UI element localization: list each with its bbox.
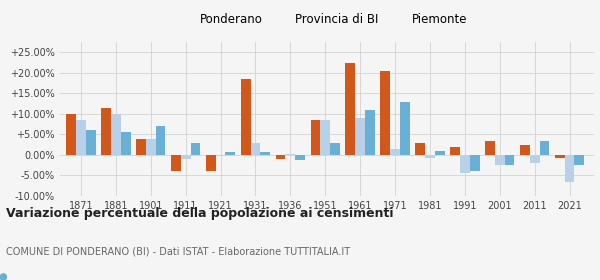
Bar bbox=[495, 155, 505, 165]
Bar bbox=[121, 132, 131, 155]
Bar bbox=[66, 114, 76, 155]
Bar bbox=[565, 155, 574, 182]
Bar bbox=[155, 126, 166, 155]
Bar bbox=[330, 143, 340, 155]
Bar bbox=[346, 62, 355, 155]
Bar bbox=[86, 130, 95, 155]
Bar bbox=[260, 152, 270, 155]
Legend: Ponderano, Provincia di BI, Piemonte: Ponderano, Provincia di BI, Piemonte bbox=[176, 9, 472, 31]
Bar bbox=[136, 139, 146, 155]
Text: COMUNE DI PONDERANO (BI) - Dati ISTAT - Elaborazione TUTTITALIA.IT: COMUNE DI PONDERANO (BI) - Dati ISTAT - … bbox=[6, 246, 350, 256]
Bar bbox=[311, 120, 320, 155]
Bar bbox=[450, 147, 460, 155]
Bar bbox=[241, 79, 251, 155]
Bar bbox=[275, 155, 286, 159]
Bar bbox=[460, 155, 470, 173]
Bar bbox=[251, 143, 260, 155]
Bar bbox=[505, 155, 514, 165]
Bar bbox=[555, 155, 565, 158]
Bar bbox=[520, 145, 530, 155]
Bar bbox=[485, 141, 495, 155]
Bar bbox=[415, 143, 425, 155]
Bar bbox=[206, 155, 215, 171]
Bar bbox=[101, 108, 111, 155]
Bar bbox=[226, 152, 235, 155]
Bar bbox=[539, 141, 550, 155]
Bar bbox=[215, 155, 226, 156]
Text: Variazione percentuale della popolazione ai censimenti: Variazione percentuale della popolazione… bbox=[6, 207, 394, 220]
Bar bbox=[111, 114, 121, 155]
Bar bbox=[146, 139, 155, 155]
Bar bbox=[470, 155, 479, 171]
Bar bbox=[286, 154, 295, 155]
Bar bbox=[574, 155, 584, 165]
Bar bbox=[355, 118, 365, 155]
Bar bbox=[295, 155, 305, 160]
Bar bbox=[400, 102, 410, 155]
Bar bbox=[76, 120, 86, 155]
Bar bbox=[365, 110, 375, 155]
Bar bbox=[191, 143, 200, 155]
Bar bbox=[425, 155, 435, 158]
Bar bbox=[390, 149, 400, 155]
Bar bbox=[320, 120, 330, 155]
Bar bbox=[435, 151, 445, 155]
Bar bbox=[380, 71, 390, 155]
Bar bbox=[181, 155, 191, 159]
Bar bbox=[171, 155, 181, 171]
Bar bbox=[530, 155, 539, 163]
